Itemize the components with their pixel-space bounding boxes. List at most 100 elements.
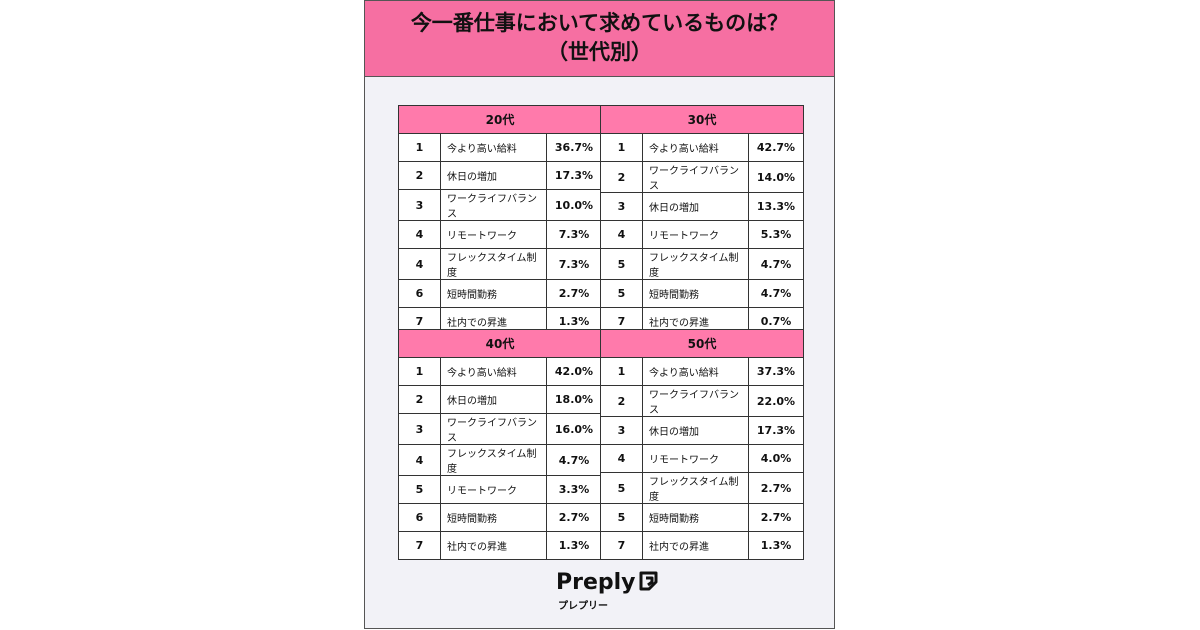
item: ワークライフバランス — [642, 385, 749, 417]
table-row: 2 休日の増加 18.0% — [398, 385, 602, 414]
rank: 1 — [398, 357, 441, 386]
percent: 4.0% — [748, 444, 804, 473]
table-row: 5 リモートワーク 3.3% — [398, 475, 602, 504]
table-row: 6 短時間勤務 2.7% — [398, 503, 602, 532]
item: リモートワーク — [642, 220, 749, 249]
item: 社内での昇進 — [642, 531, 749, 560]
table-row: 5 フレックスタイム制度 4.7% — [600, 248, 804, 280]
rank-table: 30代 1 今より高い給料 42.7% 2 ワークライフバランス 14.0% 3 休日の増加 13… — [600, 105, 804, 336]
rank: 6 — [398, 279, 441, 308]
header: 今一番仕事において求めているものは？ （世代別） — [365, 1, 834, 77]
table-row: 6 短時間勤務 2.7% — [398, 279, 602, 308]
table-row: 4 フレックスタイム制度 4.7% — [398, 444, 602, 476]
percent: 42.7% — [748, 133, 804, 162]
percent: 2.7% — [546, 279, 602, 308]
percent: 36.7% — [546, 133, 602, 162]
item: 短時間勤務 — [642, 279, 749, 308]
rank: 1 — [600, 357, 643, 386]
title-line: 今一番仕事において求めているものは？ — [410, 11, 789, 35]
percent: 5.3% — [748, 220, 804, 249]
percent: 42.0% — [546, 357, 602, 386]
table-row: 2 ワークライフバランス 22.0% — [600, 385, 804, 417]
item: ワークライフバランス — [440, 413, 547, 445]
rank: 5 — [600, 279, 643, 308]
rank: 6 — [398, 503, 441, 532]
rank: 1 — [600, 133, 643, 162]
table-heading: 40代 — [398, 329, 602, 358]
rank: 2 — [398, 161, 441, 190]
item: ワークライフバランス — [440, 189, 547, 221]
table-row: 7 社内での昇進 1.3% — [600, 531, 804, 560]
item: リモートワーク — [440, 220, 547, 249]
percent: 22.0% — [748, 385, 804, 417]
item: 今より高い給料 — [642, 133, 749, 162]
item: フレックスタイム制度 — [440, 248, 547, 280]
percent: 4.7% — [546, 444, 602, 476]
item: リモートワーク — [440, 475, 547, 504]
table-row: 3 ワークライフバランス 10.0% — [398, 189, 602, 221]
item: 休日の増加 — [642, 416, 749, 445]
logo-icon — [639, 571, 658, 591]
percent: 1.3% — [748, 531, 804, 560]
rank: 5 — [600, 472, 643, 504]
percent: 7.3% — [546, 220, 602, 249]
table-heading: 20代 — [398, 105, 602, 134]
rank: 3 — [398, 413, 441, 445]
rank-table: 50代 1 今より高い給料 37.3% 2 ワークライフバランス 22.0% 3 休日の増加 17… — [600, 329, 804, 560]
table-row: 2 ワークライフバランス 14.0% — [600, 161, 804, 193]
percent: 37.3% — [748, 357, 804, 386]
rank: 4 — [398, 220, 441, 249]
item: 今より高い給料 — [642, 357, 749, 386]
percent: 2.7% — [748, 503, 804, 532]
item: 今より高い給料 — [440, 133, 547, 162]
rank: 4 — [398, 444, 441, 476]
item: ワークライフバランス — [642, 161, 749, 193]
percent: 4.7% — [748, 279, 804, 308]
rank: 2 — [600, 161, 643, 193]
percent: 3.3% — [546, 475, 602, 504]
rank: 3 — [398, 189, 441, 221]
rank: 4 — [398, 248, 441, 280]
table-header-row: 40代 — [398, 329, 602, 358]
table-row: 5 フレックスタイム制度 2.7% — [600, 472, 804, 504]
table-row: 3 休日の増加 17.3% — [600, 416, 804, 445]
table-row: 1 今より高い給料 36.7% — [398, 133, 602, 162]
item: 短時間勤務 — [440, 279, 547, 308]
percent: 4.7% — [748, 248, 804, 280]
item: 短時間勤務 — [642, 503, 749, 532]
item: 休日の増加 — [440, 161, 547, 190]
item: 短時間勤務 — [440, 503, 547, 532]
item: 今より高い給料 — [440, 357, 547, 386]
table-row: 4 リモートワーク 5.3% — [600, 220, 804, 249]
logo: Preply — [556, 570, 660, 595]
item: フレックスタイム制度 — [440, 444, 547, 476]
table-row: 3 休日の増加 13.3% — [600, 192, 804, 221]
item: リモートワーク — [642, 444, 749, 473]
table-row: 1 今より高い給料 42.0% — [398, 357, 602, 386]
table-header-row: 50代 — [600, 329, 804, 358]
item: フレックスタイム制度 — [642, 248, 749, 280]
percent: 16.0% — [546, 413, 602, 445]
rank: 2 — [600, 385, 643, 417]
percent: 13.3% — [748, 192, 804, 221]
table-row: 1 今より高い給料 42.7% — [600, 133, 804, 162]
item: 休日の増加 — [642, 192, 749, 221]
table-heading: 30代 — [600, 105, 804, 134]
table-heading: 50代 — [600, 329, 804, 358]
rank-table: 20代 1 今より高い給料 36.7% 2 休日の増加 17.3% 3 ワークライフバランス 10… — [398, 105, 602, 336]
rank: 7 — [600, 531, 643, 560]
logo-text: Preply — [556, 570, 636, 595]
percent: 7.3% — [546, 248, 602, 280]
item: フレックスタイム制度 — [642, 472, 749, 504]
rank: 3 — [600, 192, 643, 221]
rank: 7 — [398, 531, 441, 560]
rank: 1 — [398, 133, 441, 162]
table-row: 5 短時間勤務 2.7% — [600, 503, 804, 532]
table-header-row: 30代 — [600, 105, 804, 134]
title-line: （世代別） — [547, 40, 652, 64]
rank: 4 — [600, 444, 643, 473]
logo-kana: プレプリー — [558, 601, 608, 612]
percent: 14.0% — [748, 161, 804, 193]
rank-table: 40代 1 今より高い給料 42.0% 2 休日の増加 18.0% 3 ワークライフバランス 16… — [398, 329, 602, 560]
table-row: 3 ワークライフバランス 16.0% — [398, 413, 602, 445]
